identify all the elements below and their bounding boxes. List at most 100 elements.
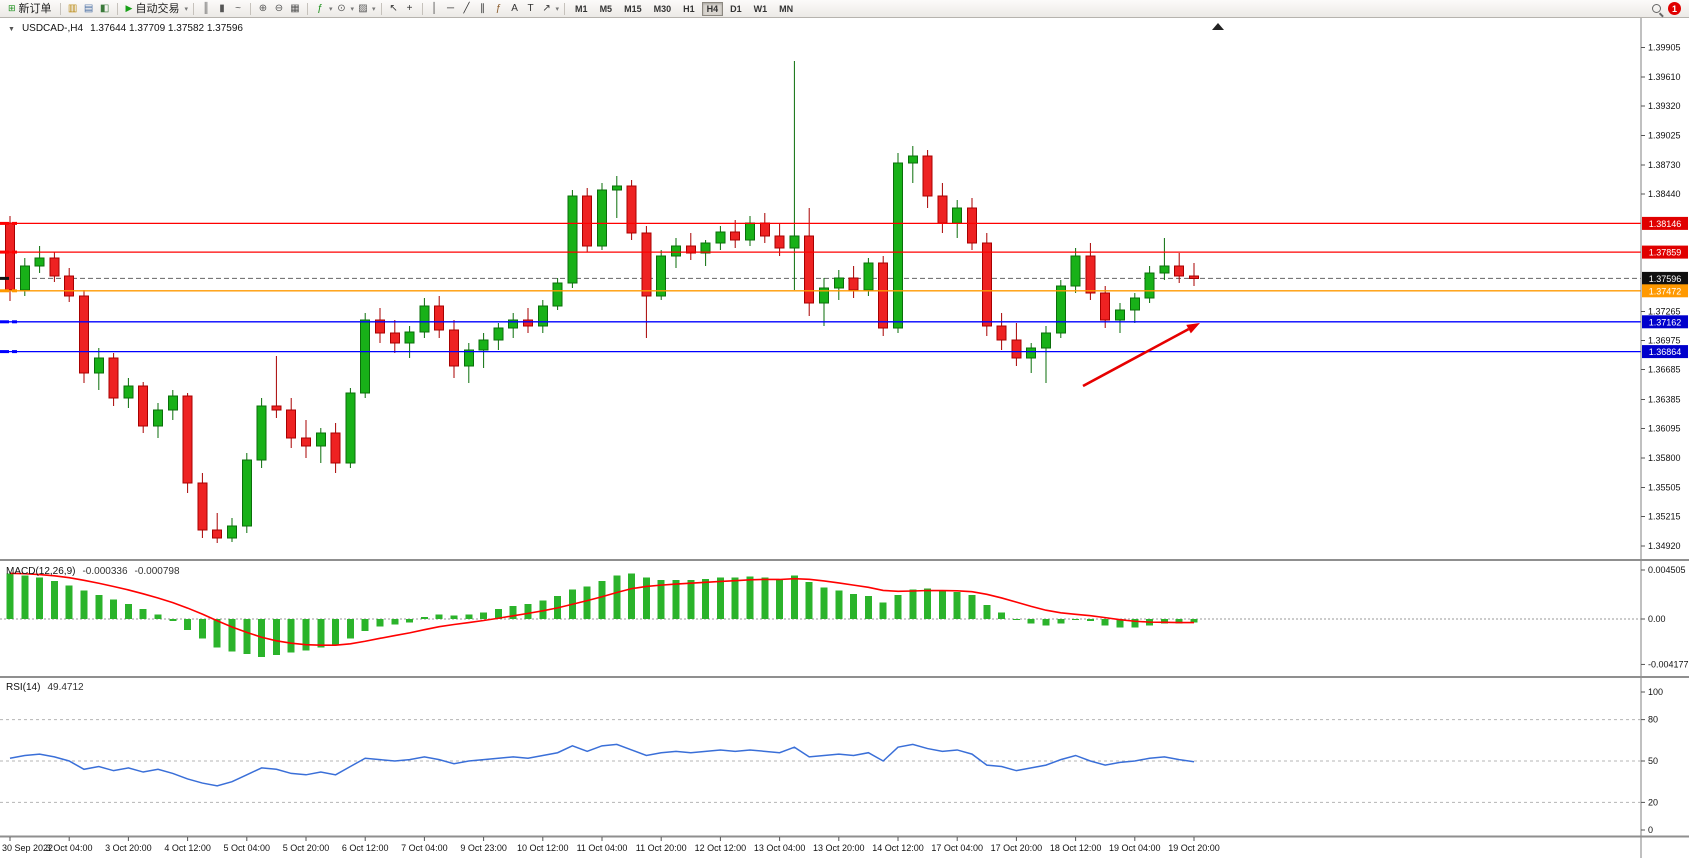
price-tick-label: 1.38440 — [1648, 189, 1681, 199]
bear-candle — [685, 245, 696, 254]
timeframe-button-d1[interactable]: D1 — [730, 3, 742, 14]
zoom-out-icon[interactable]: ⊖ — [274, 2, 284, 14]
arrows-icon[interactable]: ↗ — [542, 2, 551, 14]
tile-windows-icon[interactable]: ▦ — [290, 2, 300, 14]
bear-candle — [64, 275, 75, 297]
time-axis-label: 4 Oct 12:00 — [164, 843, 211, 853]
bear-candle — [197, 482, 208, 531]
time-axis-label: 5 Oct 04:00 — [224, 843, 271, 853]
bear-candle — [878, 262, 889, 329]
macd-bar — [494, 609, 502, 619]
bear-candle — [182, 395, 193, 484]
search-icon[interactable] — [1652, 4, 1661, 13]
vertical-line-icon[interactable]: │ — [431, 2, 438, 14]
bull-candle — [404, 331, 415, 344]
bull-candle — [123, 385, 134, 399]
notification-badge[interactable]: 1 — [1668, 2, 1681, 15]
macd-bar — [1072, 619, 1080, 621]
indicators-icon[interactable]: ƒ — [317, 2, 323, 14]
price-tick-label: 1.36685 — [1648, 365, 1681, 375]
candlestick-chart-icon[interactable]: ▮ — [219, 2, 225, 14]
macd-bar — [154, 614, 162, 619]
macd-bar — [272, 619, 280, 655]
bear-candle — [804, 235, 815, 304]
price-badge — [1642, 315, 1688, 329]
chart-canvas[interactable]: 1.39905 1.39610 1.39320 1.39025 1.38730 1.384… — [0, 18, 1689, 858]
macd-bar — [894, 595, 902, 619]
line-left-marker — [0, 289, 9, 293]
rsi-panel[interactable] — [0, 678, 1689, 836]
periods-icon[interactable]: ⊙ — [337, 2, 346, 14]
time-axis-label: 9 Oct 23:00 — [460, 843, 507, 853]
zoom-in-icon[interactable]: ⊕ — [258, 2, 268, 14]
macd-bar — [332, 619, 340, 646]
bull-candle — [315, 432, 326, 447]
autotrading-caret[interactable]: ▾ — [184, 5, 188, 13]
line-left-marker — [0, 221, 9, 225]
bear-candle — [1189, 275, 1199, 279]
templates-icon[interactable]: ▨ — [358, 2, 368, 14]
timeframe-button-h4[interactable]: H4 — [701, 1, 724, 16]
chart-shift-marker[interactable] — [1212, 23, 1224, 30]
macd-bar — [953, 591, 961, 619]
templates-caret[interactable]: ▾ — [372, 5, 376, 13]
autotrading-button[interactable]: ▶ 自动交易 — [122, 1, 184, 17]
main-chart-panel[interactable] — [0, 18, 1689, 560]
periods-caret[interactable]: ▾ — [350, 5, 355, 13]
macd-bar — [50, 580, 58, 619]
macd-bar — [1012, 619, 1020, 620]
time-axis-label: 5 Oct 20:00 — [283, 843, 330, 853]
timeframe-button-m1[interactable]: M1 — [575, 3, 588, 14]
bull-candle — [478, 339, 489, 351]
price-badge — [1642, 271, 1688, 285]
chart-workspace[interactable]: 1.39905 1.39610 1.39320 1.39025 1.38730 1.384… — [0, 18, 1689, 858]
market-watch-icon[interactable]: ▥ — [67, 2, 78, 14]
macd-bar — [435, 614, 443, 619]
macd-bar — [480, 612, 488, 619]
arrows-caret[interactable]: ▾ — [555, 5, 560, 13]
bull-candle — [656, 255, 667, 297]
macd-bar — [776, 579, 784, 619]
price-tick-label: 1.36095 — [1648, 424, 1681, 434]
new-order-button[interactable]: ⊞ 新订单 — [4, 1, 56, 17]
price-tick-label: 1.38730 — [1648, 160, 1681, 170]
bear-candle — [730, 231, 741, 241]
data-window-icon[interactable]: ▤ — [83, 2, 94, 14]
macd-bar — [1175, 619, 1183, 624]
text-label-icon[interactable]: T — [527, 2, 534, 14]
timeframe-button-m30[interactable]: M30 — [653, 3, 672, 14]
timeframe-button-mn[interactable]: MN — [779, 3, 794, 14]
line-chart-icon[interactable]: ~ — [235, 2, 241, 14]
trendline-icon[interactable]: ╱ — [463, 2, 470, 14]
time-axis-label: 30 Sep 2022 — [2, 843, 53, 853]
cursor-icon[interactable]: ↖ — [389, 2, 398, 14]
price-tick-label: 1.36385 — [1648, 395, 1681, 405]
macd-name: MACD(12,26,9) — [6, 566, 76, 577]
bars-chart-icon[interactable]: ║ — [202, 2, 210, 14]
bull-candle — [1144, 272, 1155, 299]
timeframe-button-w1[interactable]: W1 — [753, 3, 768, 14]
timeframe-button-h1[interactable]: H1 — [683, 3, 695, 14]
crosshair-icon[interactable]: + — [406, 2, 413, 14]
fibonacci-icon[interactable]: ƒ — [495, 2, 502, 14]
equidistant-channel-icon[interactable]: ∥ — [480, 2, 486, 14]
navigator-icon[interactable]: ◧ — [99, 2, 110, 14]
text-icon[interactable]: A — [511, 2, 518, 14]
bull-candle — [1055, 285, 1066, 334]
price-badge-label: 1.38146 — [1649, 219, 1682, 229]
bear-candle — [922, 155, 933, 197]
trend-arrow-head[interactable] — [1186, 323, 1200, 334]
bull-candle — [552, 282, 563, 307]
bull-candle — [153, 409, 163, 427]
bull-candle — [508, 319, 519, 329]
macd-bar — [95, 595, 103, 619]
bull-candle — [789, 235, 800, 249]
indicators-caret[interactable]: ▾ — [328, 5, 333, 13]
horizontal-line-icon[interactable]: ─ — [446, 2, 455, 14]
trend-arrow-line[interactable] — [1082, 328, 1190, 388]
chart-ohlc: 1.37644 1.37709 1.37582 1.37596 — [90, 23, 243, 34]
timeframe-button-m15[interactable]: M15 — [624, 3, 642, 14]
macd-bar — [36, 577, 44, 619]
timeframe-button-m5[interactable]: M5 — [599, 3, 613, 14]
chart-menu-icon[interactable]: ▼ — [8, 26, 15, 33]
